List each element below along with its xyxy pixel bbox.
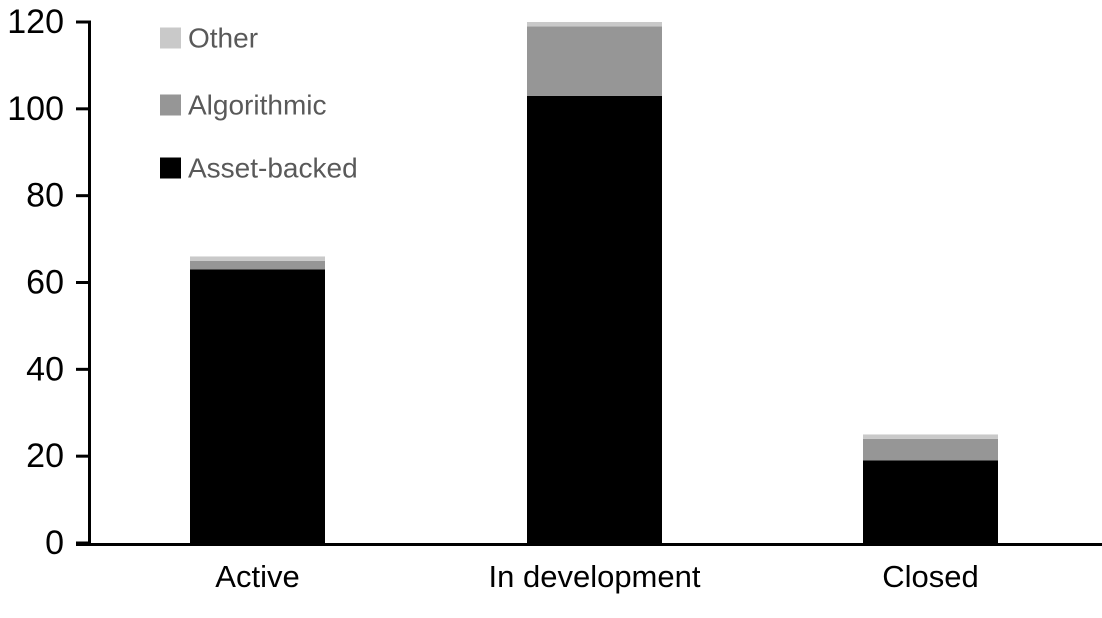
legend-swatch-asset-backed xyxy=(160,157,181,179)
bar-segment-other-in-development xyxy=(527,22,662,27)
legend-label-algorithmic: Algorithmic xyxy=(188,90,326,121)
x-axis-category-label: Active xyxy=(215,559,299,594)
y-axis-tick-label: 100 xyxy=(7,90,64,128)
legend-swatch-algorithmic xyxy=(160,94,181,116)
y-axis-tick-label: 80 xyxy=(26,177,64,215)
bar-segment-asset-backed-active xyxy=(190,269,325,543)
x-axis-category-label: In development xyxy=(489,559,701,594)
bar-segment-asset-backed-in-development xyxy=(527,95,662,543)
legend-label-other: Other xyxy=(188,23,258,54)
bar-segment-other-active xyxy=(190,256,325,261)
bar-segment-algorithmic-active xyxy=(190,260,325,270)
legend-swatch-other xyxy=(160,27,181,49)
legend-label-asset-backed: Asset-backed xyxy=(188,153,358,184)
x-axis-category-label: Closed xyxy=(882,559,979,594)
bar-segment-algorithmic-in-development xyxy=(527,26,662,96)
y-axis-tick-label: 20 xyxy=(26,437,64,475)
bar-segment-algorithmic-closed xyxy=(863,438,998,461)
y-axis-tick-label: 0 xyxy=(45,524,64,562)
y-axis-tick-label: 120 xyxy=(7,3,64,41)
bar-segment-asset-backed-closed xyxy=(863,460,998,543)
y-axis-tick-label: 40 xyxy=(26,350,64,388)
y-axis-tick-label: 60 xyxy=(26,264,64,302)
bar-segment-other-closed xyxy=(863,434,998,439)
